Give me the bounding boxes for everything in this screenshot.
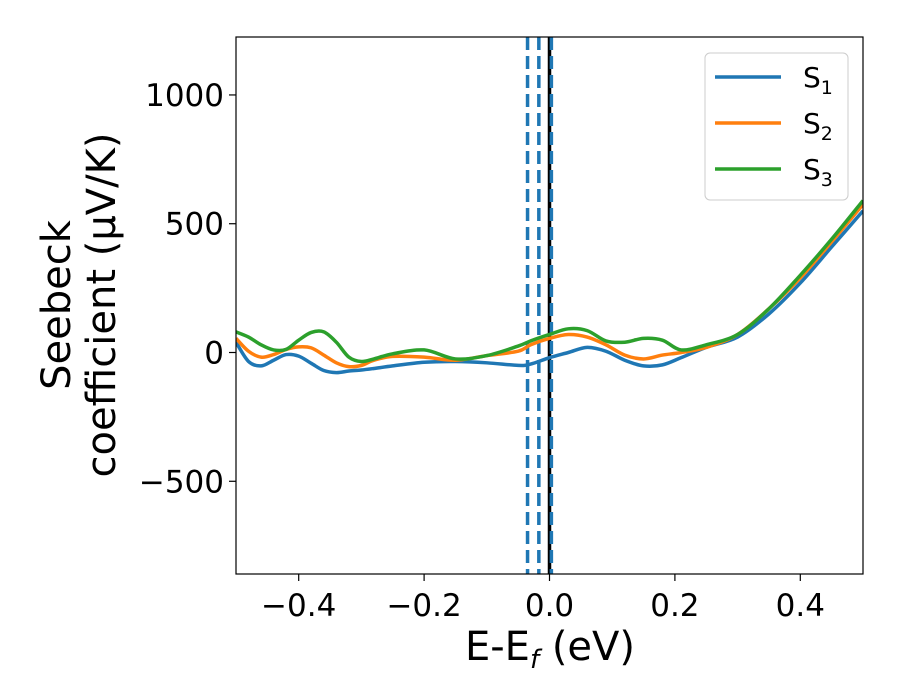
y-tick-label: −500 [139, 464, 224, 500]
legend-frame [704, 52, 849, 201]
series-lines [236, 199, 863, 375]
series-line-s3 [236, 199, 863, 364]
legend-label-s3: S3 [803, 153, 833, 191]
series-line-s2 [236, 203, 863, 369]
y-axis-label-line2: coefficient (μV/K) [79, 133, 125, 478]
x-tick-label: 0.0 [525, 588, 574, 624]
vertical-lines [525, 37, 554, 574]
y-axis-label-line1: Seebeck [34, 219, 80, 390]
y-axis-ticks: −500 0 500 1000 [139, 78, 236, 500]
x-axis-ticks: −0.4 −0.2 0.0 0.2 0.4 [261, 574, 825, 624]
x-tick-label: 0.2 [650, 588, 699, 624]
legend-label-s1: S1 [803, 61, 833, 99]
x-tick-label: 0.4 [776, 588, 825, 624]
y-axis-label: Seebeck coefficient (μV/K) [34, 133, 125, 478]
x-tick-label: −0.2 [386, 588, 461, 624]
x-tick-label: −0.4 [261, 588, 336, 624]
y-tick-label: 1000 [145, 78, 224, 114]
legend-label-s2: S2 [803, 107, 833, 145]
y-tick-label: 500 [165, 207, 224, 243]
y-tick-label: 0 [204, 336, 224, 372]
x-axis-label: E-Ef (eV) [465, 624, 635, 675]
legend: S1 S2 S3 [704, 52, 849, 201]
